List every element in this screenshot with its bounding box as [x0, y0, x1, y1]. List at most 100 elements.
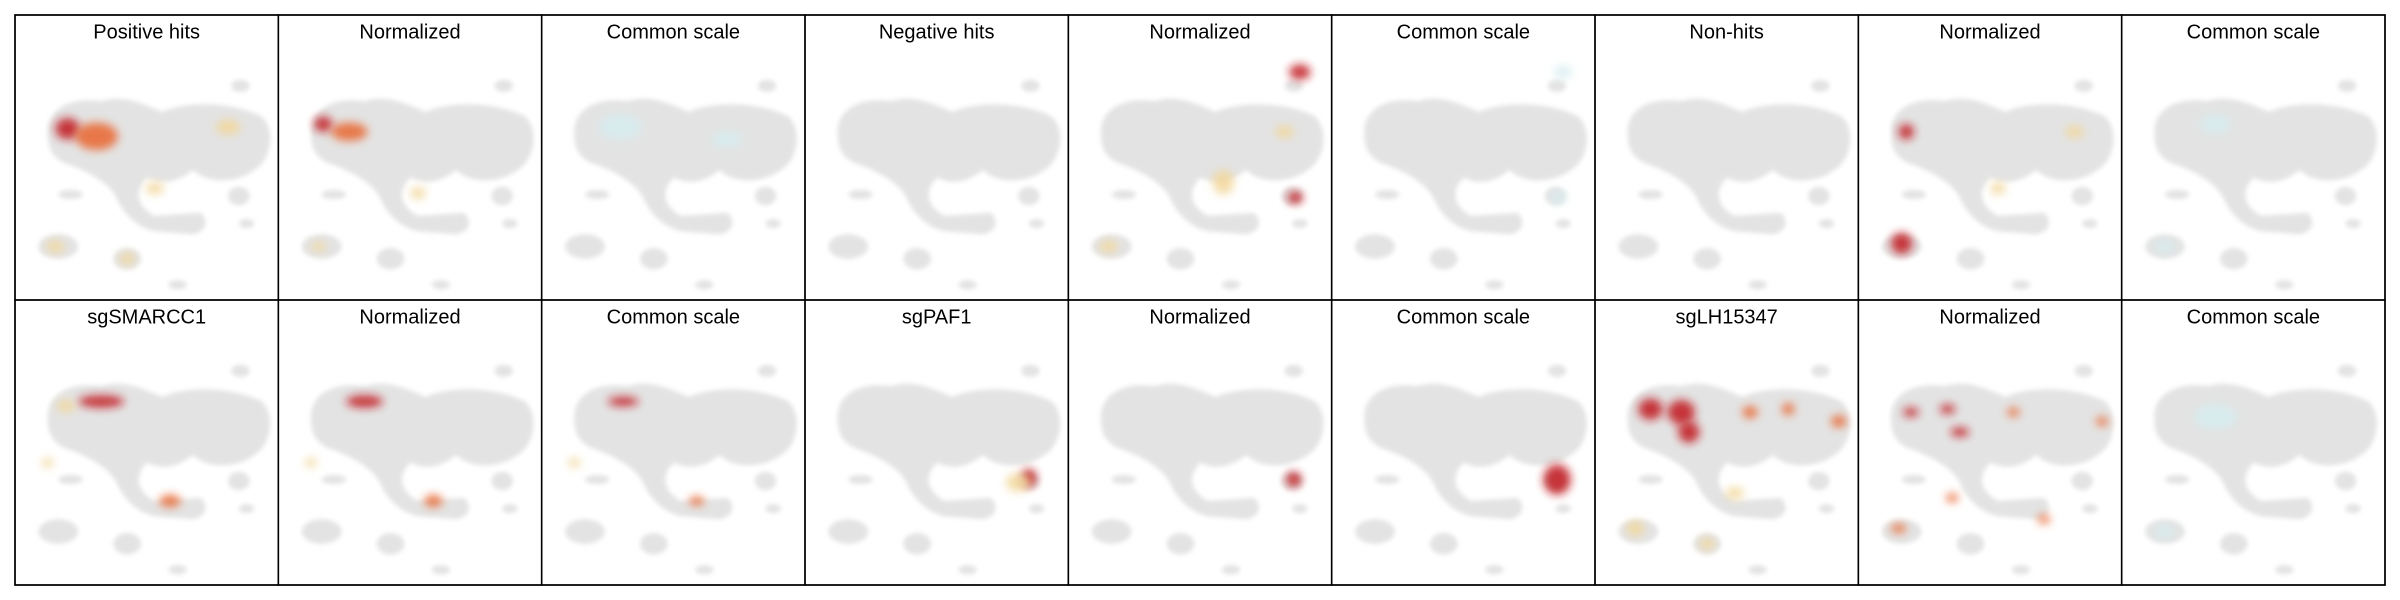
density-hotspot: [1638, 398, 1663, 420]
density-hotspot: [2155, 240, 2175, 253]
panel: Common scale: [2120, 14, 2386, 301]
density-hotspot: [313, 116, 333, 132]
panel: Common scale: [1330, 14, 1596, 301]
density-plot: [1881, 79, 2114, 290]
density-hotspot: [1275, 125, 1294, 138]
panel: sgLH15347: [1594, 299, 1860, 586]
density-hotspot: [56, 399, 76, 413]
density-plot: [1618, 364, 1851, 575]
density-hotspot: [1990, 182, 2006, 195]
density-hotspot: [1286, 471, 1302, 488]
panel-title: Normalized: [1939, 21, 2040, 43]
density-hotspot: [1099, 240, 1118, 253]
density-hotspot: [1898, 124, 1914, 140]
density-hotspot: [1742, 406, 1758, 419]
cell-embedding: [1881, 364, 2114, 575]
density-hotspot: [689, 496, 705, 506]
density-plot: [1355, 65, 1587, 290]
density-hotspot: [310, 241, 327, 252]
density-hotspot: [145, 182, 164, 195]
density-hotspot: [2095, 416, 2109, 426]
density-plot: [1091, 364, 1324, 575]
panel: Common scale: [1330, 299, 1596, 586]
density-hotspot: [346, 395, 383, 408]
density-hotspot: [1725, 487, 1744, 500]
cell-embedding: [2145, 79, 2377, 290]
density-hotspot: [46, 240, 65, 253]
density-hotspot: [1543, 464, 1571, 495]
density-hotspot: [1782, 402, 1795, 416]
density-hotspot: [598, 114, 642, 140]
density-plot: [565, 364, 797, 575]
density-hotspot: [304, 458, 318, 468]
panel: sgPAF1: [804, 299, 1070, 586]
density-hotspot: [2037, 514, 2051, 524]
density-hotspot: [55, 117, 80, 140]
panel-title: Normalized: [359, 306, 460, 328]
panel: Common scale: [2120, 299, 2386, 586]
cell-embedding: [1355, 79, 1587, 290]
panel: Normalized: [1067, 299, 1333, 586]
density-hotspot: [711, 131, 743, 148]
cell-embedding: [1618, 79, 1851, 290]
panel-border: [2120, 299, 2386, 586]
density-plot: [1091, 64, 1324, 290]
density-hotspot: [1287, 191, 1303, 204]
panel-title: sgLH15347: [1676, 306, 1778, 328]
cell-embedding: [828, 79, 1061, 290]
panel-title: Normalized: [1149, 306, 1250, 328]
density-hotspot: [568, 458, 581, 468]
panel-title: Common scale: [2187, 21, 2320, 43]
density-hotspot: [1890, 523, 1907, 534]
density-hotspot: [1950, 427, 1969, 437]
panel-title: sgSMARCC1: [87, 306, 206, 328]
density-hotspot: [1212, 170, 1235, 195]
density-hotspot: [2007, 407, 2020, 417]
panel-title: Common scale: [1397, 306, 1530, 328]
panel: Normalized: [1857, 299, 2123, 586]
cell-embedding: [828, 364, 1061, 575]
cell-embedding: [301, 364, 534, 575]
density-hotspot: [1289, 64, 1311, 80]
density-hotspot: [78, 395, 125, 408]
density-plot: [1881, 364, 2114, 575]
density-hotspot: [2200, 114, 2231, 134]
density-hotspot: [1667, 399, 1695, 425]
density-hotspot: [41, 458, 54, 468]
panel: Common scale: [540, 14, 806, 301]
density-hotspot: [1550, 191, 1567, 204]
density-plot: [38, 79, 271, 290]
cell-embedding: [38, 364, 271, 575]
density-hotspot: [1831, 415, 1847, 428]
panel-title: Positive hits: [93, 21, 200, 43]
panel: sgSMARCC1: [14, 299, 280, 586]
density-hotspot: [1005, 473, 1031, 492]
cell-embedding: [565, 364, 797, 575]
density-hotspot: [1946, 493, 1959, 503]
density-hotspot: [215, 119, 241, 135]
density-hotspot: [2155, 525, 2175, 538]
density-plot: [38, 364, 271, 575]
density-hotspot: [1903, 407, 1919, 417]
panel-title: Normalized: [1149, 21, 1250, 43]
density-plot: [2145, 79, 2377, 290]
density-plot: [1355, 364, 1587, 575]
panel: Positive hits: [14, 14, 280, 301]
density-hotspot: [119, 252, 135, 265]
density-hotspot: [1678, 421, 1700, 443]
panel-title: Normalized: [1939, 306, 2040, 328]
panel: Normalized: [1857, 14, 2123, 301]
density-plot: [828, 364, 1061, 575]
panel-title: Common scale: [2187, 306, 2320, 328]
cell-embedding: [565, 79, 797, 290]
panel: Negative hits: [804, 14, 1070, 301]
panel-title: Normalized: [359, 21, 460, 43]
density-plot: [301, 364, 534, 575]
density-hotspot: [1699, 537, 1715, 550]
density-plot: [565, 79, 797, 290]
panel-title: sgPAF1: [902, 306, 972, 328]
density-hotspot: [424, 494, 443, 508]
panel-title: Non-hits: [1689, 21, 1763, 43]
panel-title: Common scale: [607, 21, 740, 43]
